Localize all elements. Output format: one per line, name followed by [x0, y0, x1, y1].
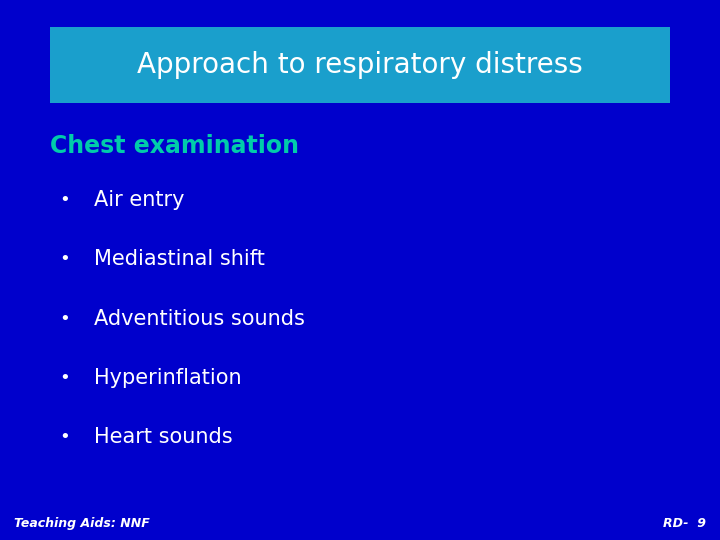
Text: Hyperinflation: Hyperinflation	[94, 368, 241, 388]
Text: Approach to respiratory distress: Approach to respiratory distress	[137, 51, 583, 79]
Text: Teaching Aids: NNF: Teaching Aids: NNF	[14, 517, 150, 530]
Text: •: •	[60, 369, 70, 387]
Text: •: •	[60, 309, 70, 328]
Text: Air entry: Air entry	[94, 190, 184, 210]
Bar	[50, 27, 670, 103]
Text: Adventitious sounds: Adventitious sounds	[94, 308, 305, 329]
Text: •: •	[60, 191, 70, 209]
Text: RD-  9: RD- 9	[662, 517, 706, 530]
Text: Heart sounds: Heart sounds	[94, 427, 233, 448]
Text: •: •	[60, 428, 70, 447]
Text: Chest examination: Chest examination	[50, 134, 300, 158]
Text: •: •	[60, 250, 70, 268]
Text: Mediastinal shift: Mediastinal shift	[94, 249, 264, 269]
